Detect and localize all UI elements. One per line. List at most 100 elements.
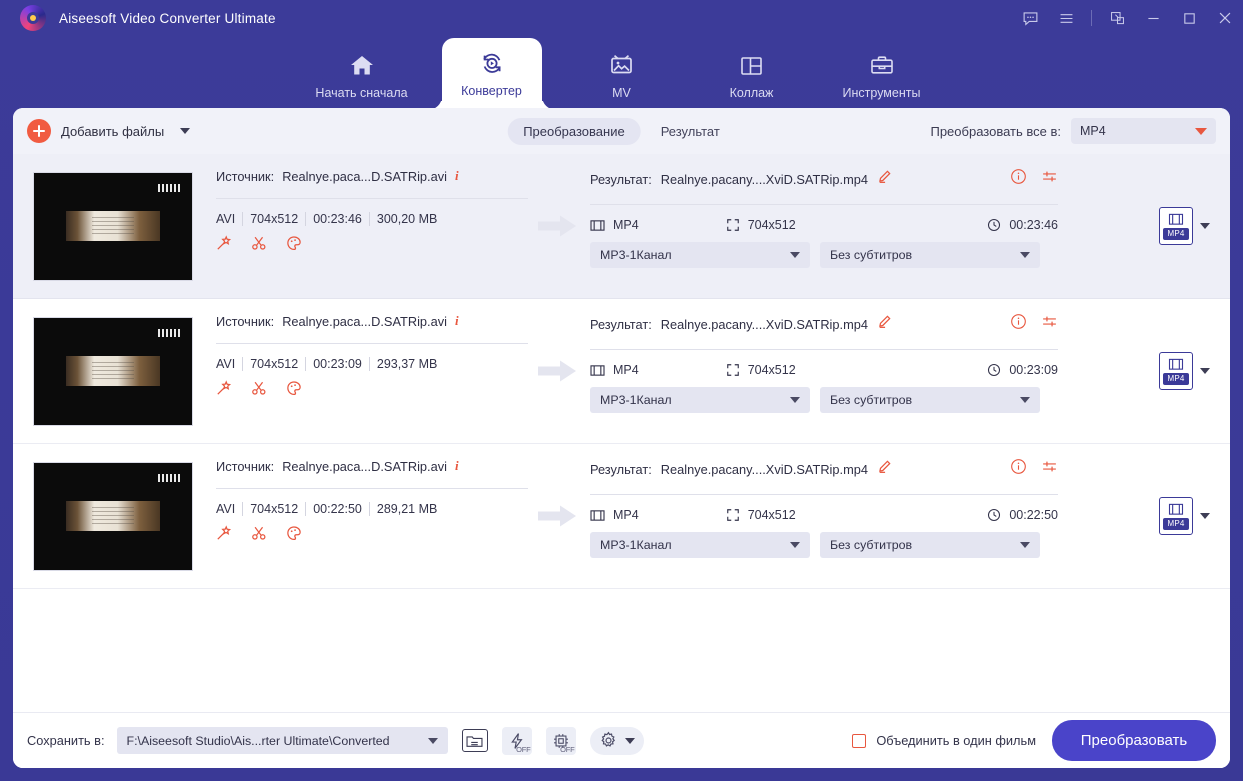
- output-info: Результат: Realnye.pacany....XviD.SATRip…: [590, 299, 1058, 413]
- cut-icon[interactable]: [251, 235, 267, 251]
- subtitle-track-value: Без субтитров: [830, 538, 913, 552]
- mv-icon: [608, 53, 635, 79]
- info-icon[interactable]: i: [454, 458, 459, 473]
- gpu-acceleration-toggle[interactable]: OFF: [501, 726, 532, 755]
- film-icon: [1168, 503, 1184, 515]
- info-icon[interactable]: i: [454, 168, 459, 183]
- settings-sliders-icon[interactable]: [1041, 313, 1058, 335]
- tab-mv[interactable]: MV: [572, 42, 672, 110]
- palette-icon[interactable]: [286, 525, 302, 541]
- info-icon[interactable]: i: [454, 313, 459, 328]
- audio-track-select[interactable]: MP3-1Канал: [590, 532, 810, 558]
- window-controls: [1012, 0, 1243, 36]
- audio-track-select[interactable]: MP3-1Канал: [590, 242, 810, 268]
- minimize-icon[interactable]: [1135, 0, 1171, 36]
- format-badge[interactable]: MP4: [1159, 352, 1193, 390]
- open-folder-button[interactable]: [461, 729, 488, 752]
- feedback-icon[interactable]: [1012, 0, 1048, 36]
- merge-label: Объединить в один фильм: [876, 733, 1036, 748]
- magic-wand-icon[interactable]: [216, 380, 232, 396]
- save-path-input[interactable]: F:\Aiseesoft Studio\Ais...rter Ultimate\…: [116, 727, 448, 754]
- settings-sliders-icon[interactable]: [1041, 458, 1058, 480]
- chevron-down-icon[interactable]: [624, 737, 635, 744]
- result-filename: Realnye.pacany....XviD.SATRip.mp4: [660, 461, 868, 477]
- cut-icon[interactable]: [251, 380, 267, 396]
- magic-wand-icon[interactable]: [216, 525, 232, 541]
- source-actions: [216, 380, 528, 396]
- resize-icon: [726, 219, 739, 231]
- channel-logo-icon: [158, 473, 180, 482]
- hardware-acceleration-toggle[interactable]: OFF: [545, 726, 576, 755]
- tab-start-over[interactable]: Начать сначала: [312, 42, 412, 110]
- source-actions: [216, 235, 528, 251]
- add-files-button[interactable]: Добавить файлы: [27, 119, 191, 143]
- chevron-down-icon: [1020, 397, 1030, 403]
- convert-arrow-icon: [536, 358, 580, 384]
- maximize-icon[interactable]: [1171, 0, 1207, 36]
- film-icon: [590, 364, 605, 376]
- palette-icon[interactable]: [286, 235, 302, 251]
- convert-all-select[interactable]: MP4: [1071, 118, 1216, 144]
- table-row[interactable]: Источник: Realnye.paca...D.SATRip.avi i …: [13, 444, 1230, 589]
- audio-track-select[interactable]: MP3-1Канал: [590, 387, 810, 413]
- convert-button[interactable]: Преобразовать: [1052, 720, 1216, 761]
- main-nav: Начать сначала Конвертер: [0, 36, 1243, 110]
- magic-wand-icon[interactable]: [216, 235, 232, 251]
- source-filename: Realnye.paca...D.SATRip.avi: [282, 458, 447, 474]
- info-circle-icon[interactable]: [1010, 168, 1027, 190]
- title-bar: Aiseesoft Video Converter Ultimate: [0, 0, 1243, 36]
- source-container: AVI: [216, 357, 236, 371]
- format-badge[interactable]: MP4: [1159, 207, 1193, 245]
- merge-into-one-file[interactable]: Объединить в один фильм: [852, 733, 1036, 748]
- cut-icon[interactable]: [251, 525, 267, 541]
- result-filename: Realnye.pacany....XviD.SATRip.mp4: [660, 316, 868, 332]
- subtitle-track-select[interactable]: Без субтитров: [820, 387, 1040, 413]
- bottom-bar: Сохранить в: F:\Aiseesoft Studio\Ais...r…: [13, 712, 1230, 768]
- edit-pencil-icon[interactable]: [877, 314, 892, 334]
- film-icon: [590, 219, 605, 231]
- table-row[interactable]: Источник: Realnye.paca...D.SATRip.avi i …: [13, 299, 1230, 444]
- format-badge[interactable]: MP4: [1159, 497, 1193, 535]
- vertical-scrollbar[interactable]: [1224, 200, 1230, 768]
- settings-sliders-icon[interactable]: [1041, 168, 1058, 190]
- subtitle-track-select[interactable]: Без субтитров: [820, 242, 1040, 268]
- output-format-button[interactable]: MP4: [1159, 497, 1210, 535]
- subtitle-track-select[interactable]: Без субтитров: [820, 532, 1040, 558]
- output-track-selects: MP3-1Канал Без субтитров: [590, 242, 1058, 268]
- restore-window-icon[interactable]: [1099, 0, 1135, 36]
- chevron-down-icon[interactable]: [1200, 223, 1210, 229]
- edit-pencil-icon[interactable]: [877, 169, 892, 189]
- chevron-down-icon[interactable]: [1200, 513, 1210, 519]
- close-icon[interactable]: [1207, 0, 1243, 36]
- source-meta: AVI 704x512 00:23:09 293,37 MB: [216, 357, 528, 371]
- chevron-down-icon[interactable]: [180, 128, 191, 134]
- output-track-selects: MP3-1Канал Без субтитров: [590, 532, 1058, 558]
- tab-converter[interactable]: Конвертер: [441, 38, 542, 110]
- preferences-button[interactable]: [589, 726, 644, 755]
- output-format-button[interactable]: MP4: [1159, 207, 1210, 245]
- output-duration-label: 00:23:46: [1009, 218, 1058, 232]
- source-filename: Realnye.paca...D.SATRip.avi: [282, 313, 447, 329]
- info-circle-icon[interactable]: [1010, 313, 1027, 335]
- table-row[interactable]: Источник: Realnye.paca...D.SATRip.avi i …: [13, 154, 1230, 299]
- tab-tools[interactable]: Инструменты: [832, 42, 932, 110]
- tab-result[interactable]: Результат: [660, 123, 720, 139]
- info-circle-icon[interactable]: [1010, 458, 1027, 480]
- source-resolution: 704x512: [242, 212, 305, 226]
- result-prefix: Результат:: [590, 461, 652, 477]
- output-format-label: MP4: [613, 363, 639, 377]
- merge-checkbox[interactable]: [852, 733, 867, 748]
- tab-conversion[interactable]: Преобразование: [507, 117, 641, 145]
- source-container: AVI: [216, 212, 236, 226]
- plus-icon: [27, 119, 51, 143]
- edit-pencil-icon[interactable]: [877, 459, 892, 479]
- output-info: Результат: Realnye.pacany....XviD.SATRip…: [590, 444, 1058, 558]
- chevron-down-icon[interactable]: [427, 737, 438, 744]
- output-resolution-label: 704x512: [747, 218, 796, 232]
- palette-icon[interactable]: [286, 380, 302, 396]
- menu-icon[interactable]: [1048, 0, 1084, 36]
- chevron-down-icon[interactable]: [1200, 368, 1210, 374]
- output-format-button[interactable]: MP4: [1159, 352, 1210, 390]
- tab-collage[interactable]: Коллаж: [702, 42, 802, 110]
